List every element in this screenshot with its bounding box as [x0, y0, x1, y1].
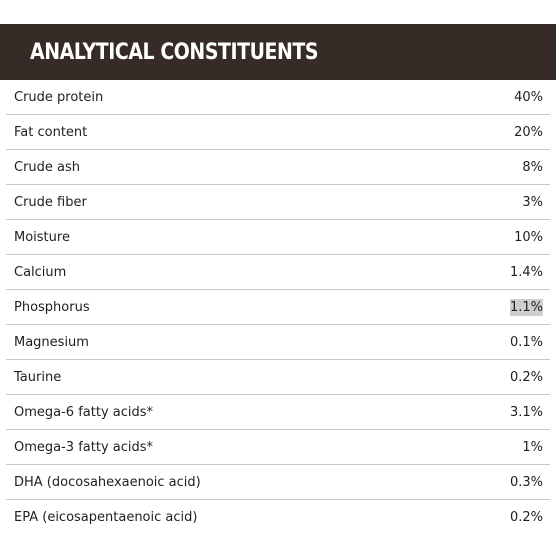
constituent-value: 0.2%: [509, 510, 543, 525]
constituent-name: Moisture: [14, 229, 70, 245]
constituent-row: Crude protein 40%: [6, 80, 550, 115]
constituent-name: Omega-3 fatty acids*: [14, 439, 154, 455]
constituent-value: 1.4%: [509, 264, 543, 280]
constituent-name: Crude protein: [14, 89, 104, 105]
constituent-value: 3.1%: [509, 404, 543, 420]
constituent-name: Crude ash: [14, 159, 81, 175]
section-title: ANALYTICAL CONSTITUENTS: [30, 39, 319, 65]
constituent-row: EPA (eicosapentaenoic acid) 0.2%: [6, 500, 550, 535]
constituent-row: Taurine 0.2%: [6, 360, 550, 395]
constituent-value: 10%: [514, 229, 543, 245]
constituent-value: 1%: [522, 439, 543, 455]
constituent-value: 40%: [514, 89, 543, 105]
constituent-name: Crude fiber: [14, 194, 87, 210]
section-header: ANALYTICAL CONSTITUENTS: [0, 24, 556, 80]
constituent-name: DHA (docosahexaenoic acid): [14, 474, 201, 490]
constituent-row: Calcium 1.4%: [6, 255, 550, 290]
constituent-value: 1.1%: [509, 298, 543, 316]
analytical-constituents-panel: ANALYTICAL CONSTITUENTS Crude protein 40%…: [0, 24, 556, 534]
constituent-row: DHA (docosahexaenoic acid) 0.3%: [6, 465, 550, 500]
constituent-value: 0.3%: [509, 474, 543, 490]
constituent-value: 0.2%: [509, 369, 543, 385]
constituent-row: Omega-3 fatty acids* 1%: [6, 430, 550, 465]
constituent-row: Crude fiber 3%: [6, 185, 550, 220]
constituent-row: Omega-6 fatty acids* 3.1%: [6, 395, 550, 430]
constituent-name: Fat content: [14, 124, 88, 140]
constituent-name: Taurine: [14, 369, 62, 385]
constituent-row: Moisture 10%: [6, 220, 550, 255]
constituent-value: 3%: [522, 194, 543, 210]
constituent-value: 8%: [522, 159, 543, 175]
constituent-row: Fat content 20%: [6, 115, 550, 150]
constituent-value: 20%: [514, 124, 543, 140]
constituent-row: Magnesium 0.1%: [6, 325, 550, 360]
constituent-row: Crude ash 8%: [6, 150, 550, 185]
constituent-name: Calcium: [14, 264, 67, 280]
constituent-name: Omega-6 fatty acids*: [14, 404, 154, 420]
constituent-value: 0.1%: [509, 334, 543, 350]
constituent-name: Magnesium: [14, 334, 89, 350]
constituent-name: Phosphorus: [14, 299, 90, 315]
constituent-row: Phosphorus 1.1%: [6, 290, 550, 325]
constituents-table: Crude protein 40% Fat content 20% Crude ash 8…: [6, 80, 550, 535]
constituent-name: EPA (eicosapentaenoic acid): [14, 510, 198, 525]
